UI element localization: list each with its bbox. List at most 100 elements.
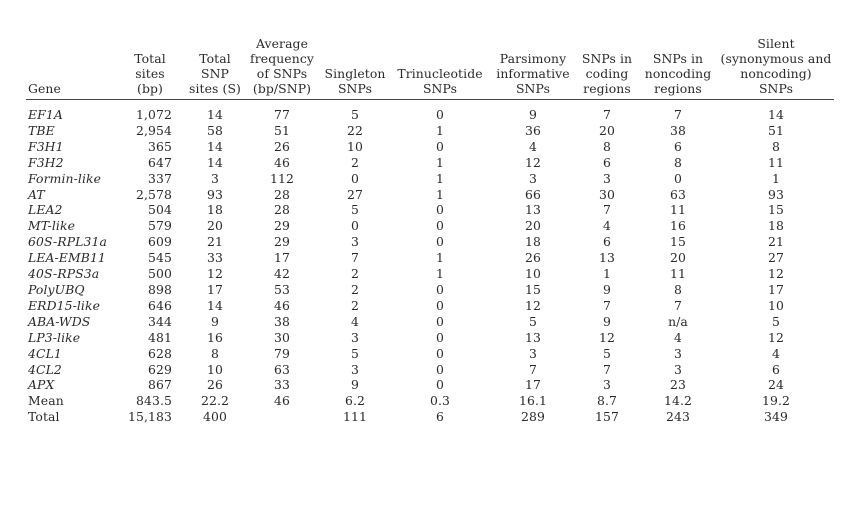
gene-name-cell: 40S-RPS3a bbox=[28, 266, 100, 282]
table-cell: 157 bbox=[595, 409, 619, 425]
table-cell: 93 bbox=[768, 186, 784, 202]
table-cell: 9 bbox=[529, 107, 537, 122]
table-cell: 0 bbox=[436, 107, 444, 122]
table-row: LEA2 504 18 28 5 0 13 7 11 15 bbox=[26, 202, 834, 218]
table-cell: 12 bbox=[768, 266, 784, 282]
table-cell: 365 bbox=[148, 138, 172, 154]
table-cell: 9 bbox=[351, 377, 359, 393]
table-cell: 0.3 bbox=[429, 393, 450, 409]
table-cell: 6.2 bbox=[344, 393, 365, 409]
column-header: SNPs in noncoding regions bbox=[638, 36, 718, 100]
column-header: Average frequency of SNPs (bp/SNP) bbox=[244, 36, 320, 100]
table-cell: 1 bbox=[436, 266, 444, 282]
table-cell: 1,072 bbox=[136, 107, 172, 122]
table-cell: n/a bbox=[668, 313, 688, 329]
gene-name-cell: APX bbox=[28, 377, 55, 393]
table-cell: 27 bbox=[347, 186, 363, 202]
table-cell: 29 bbox=[274, 218, 290, 234]
table-cell: 18 bbox=[525, 234, 541, 250]
column-header: Parsimony informative SNPs bbox=[490, 36, 576, 100]
table-cell: 0 bbox=[436, 234, 444, 250]
column-header: Singleton SNPs bbox=[320, 36, 390, 100]
table-cell: 3 bbox=[211, 170, 219, 186]
table-cell: 63 bbox=[670, 186, 686, 202]
table-row: F3H2 647 14 46 2 1 12 6 8 11 bbox=[26, 155, 834, 171]
table-cell: 20 bbox=[525, 218, 541, 234]
table-cell: 1 bbox=[436, 250, 444, 266]
table-cell: 2 bbox=[351, 281, 359, 297]
table-cell: 24 bbox=[768, 377, 784, 393]
table-cell: 8 bbox=[211, 345, 219, 361]
table-cell: 14 bbox=[207, 107, 223, 122]
table-cell: 15 bbox=[525, 281, 541, 297]
table-cell: 17 bbox=[274, 250, 290, 266]
table-cell: 16 bbox=[207, 329, 223, 345]
table-cell: 12 bbox=[525, 297, 541, 313]
table-cell: 63 bbox=[274, 361, 290, 377]
table-cell: 18 bbox=[207, 202, 223, 218]
table-cell: 16.1 bbox=[519, 393, 547, 409]
table-row: LEA-EMB11 545 33 17 7 1 26 13 20 27 bbox=[26, 250, 834, 266]
table-row: ERD15-like 646 14 46 2 0 12 7 7 10 bbox=[26, 298, 834, 314]
table-cell: 11 bbox=[670, 202, 686, 218]
table-cell: 2,954 bbox=[136, 122, 172, 138]
gene-name-cell: F3H2 bbox=[28, 154, 64, 170]
table-cell: 6 bbox=[772, 361, 780, 377]
table-cell: 0 bbox=[436, 345, 444, 361]
table-cell: 28 bbox=[274, 202, 290, 218]
table-cell: 5 bbox=[351, 107, 359, 122]
table-cell: 0 bbox=[436, 281, 444, 297]
table-cell: 14 bbox=[768, 107, 784, 122]
table-cell: 4 bbox=[529, 138, 537, 154]
table-cell: 53 bbox=[274, 281, 290, 297]
table-cell: 5 bbox=[529, 313, 537, 329]
table-cell: 3 bbox=[351, 361, 359, 377]
table-cell: 4 bbox=[772, 345, 780, 361]
gene-name-cell: Mean bbox=[28, 393, 64, 409]
table-cell: 5 bbox=[772, 313, 780, 329]
table-cell: 18 bbox=[768, 218, 784, 234]
table-cell: 545 bbox=[148, 250, 172, 266]
table-cell: 16 bbox=[670, 218, 686, 234]
table-cell: 26 bbox=[525, 250, 541, 266]
table-cell: 0 bbox=[436, 361, 444, 377]
table-cell: 609 bbox=[148, 234, 172, 250]
table-cell: 12 bbox=[207, 266, 223, 282]
table-cell: 5 bbox=[603, 345, 611, 361]
table-cell: 7 bbox=[529, 361, 537, 377]
table-cell: 3 bbox=[674, 345, 682, 361]
table-cell: 0 bbox=[351, 170, 359, 186]
table-cell: 20 bbox=[670, 250, 686, 266]
table-cell: 5 bbox=[351, 202, 359, 218]
table-cell: 15,183 bbox=[128, 409, 172, 425]
table-row: 4CL2 629 10 63 3 0 7 7 3 6 bbox=[26, 362, 834, 378]
table-cell: 0 bbox=[436, 202, 444, 218]
table-cell: 8 bbox=[674, 281, 682, 297]
table-cell: 2 bbox=[351, 266, 359, 282]
table-row: 4CL1 628 8 79 5 0 3 5 3 4 bbox=[26, 346, 834, 362]
table-cell: 12 bbox=[599, 329, 615, 345]
gene-name-cell: LP3-like bbox=[28, 329, 81, 345]
gene-name-cell: ABA-WDS bbox=[28, 313, 91, 329]
table-cell: 26 bbox=[274, 138, 290, 154]
table-cell: 337 bbox=[148, 170, 172, 186]
gene-name-cell: 4CL2 bbox=[28, 361, 62, 377]
table-cell: 0 bbox=[436, 297, 444, 313]
gene-name-cell: EF1A bbox=[28, 107, 63, 122]
table-cell: 1 bbox=[436, 154, 444, 170]
table-row: 60S-RPL31a 609 21 29 3 0 18 6 15 21 bbox=[26, 234, 834, 250]
table-cell: 9 bbox=[603, 281, 611, 297]
column-header: SNPs in coding regions bbox=[576, 36, 638, 100]
table-cell: 8.7 bbox=[596, 393, 617, 409]
table-cell: 51 bbox=[274, 122, 290, 138]
table-cell: 579 bbox=[148, 218, 172, 234]
table-cell: 112 bbox=[270, 170, 294, 186]
table-cell: 7 bbox=[674, 297, 682, 313]
column-header: Total SNP sites (S) bbox=[186, 36, 244, 100]
table-cell: 33 bbox=[207, 250, 223, 266]
table-cell: 93 bbox=[207, 186, 223, 202]
table-cell: 22 bbox=[347, 122, 363, 138]
table-row: MT-like 579 20 29 0 0 20 4 16 18 bbox=[26, 218, 834, 234]
table-cell: 4 bbox=[603, 218, 611, 234]
